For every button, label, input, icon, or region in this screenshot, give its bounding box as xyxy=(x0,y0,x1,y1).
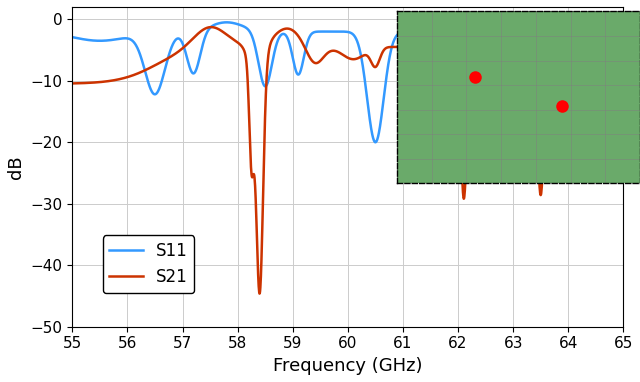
S21 xyxy=(502,44,510,49)
S21 xyxy=(620,24,627,29)
S21 xyxy=(578,17,586,21)
S21 xyxy=(604,37,612,42)
S21 xyxy=(97,80,104,84)
S21 xyxy=(604,38,611,42)
Y-axis label: dB: dB xyxy=(7,155,25,179)
S21 xyxy=(322,52,330,57)
S11 xyxy=(503,29,511,34)
S11 xyxy=(371,140,379,144)
Line: S11: S11 xyxy=(72,22,623,142)
S11 xyxy=(604,109,611,113)
S11 xyxy=(68,35,76,39)
Line: S21: S21 xyxy=(72,19,623,294)
X-axis label: Frequency (GHz): Frequency (GHz) xyxy=(273,357,422,375)
S21 xyxy=(68,81,76,86)
Legend: S11, S21: S11, S21 xyxy=(103,235,195,293)
S11 xyxy=(97,39,104,43)
S21 xyxy=(255,291,263,296)
S11 xyxy=(337,29,344,34)
S21 xyxy=(337,51,344,56)
S11 xyxy=(322,29,330,34)
S11 xyxy=(223,20,230,24)
S11 xyxy=(620,40,627,45)
S11 xyxy=(604,108,612,113)
